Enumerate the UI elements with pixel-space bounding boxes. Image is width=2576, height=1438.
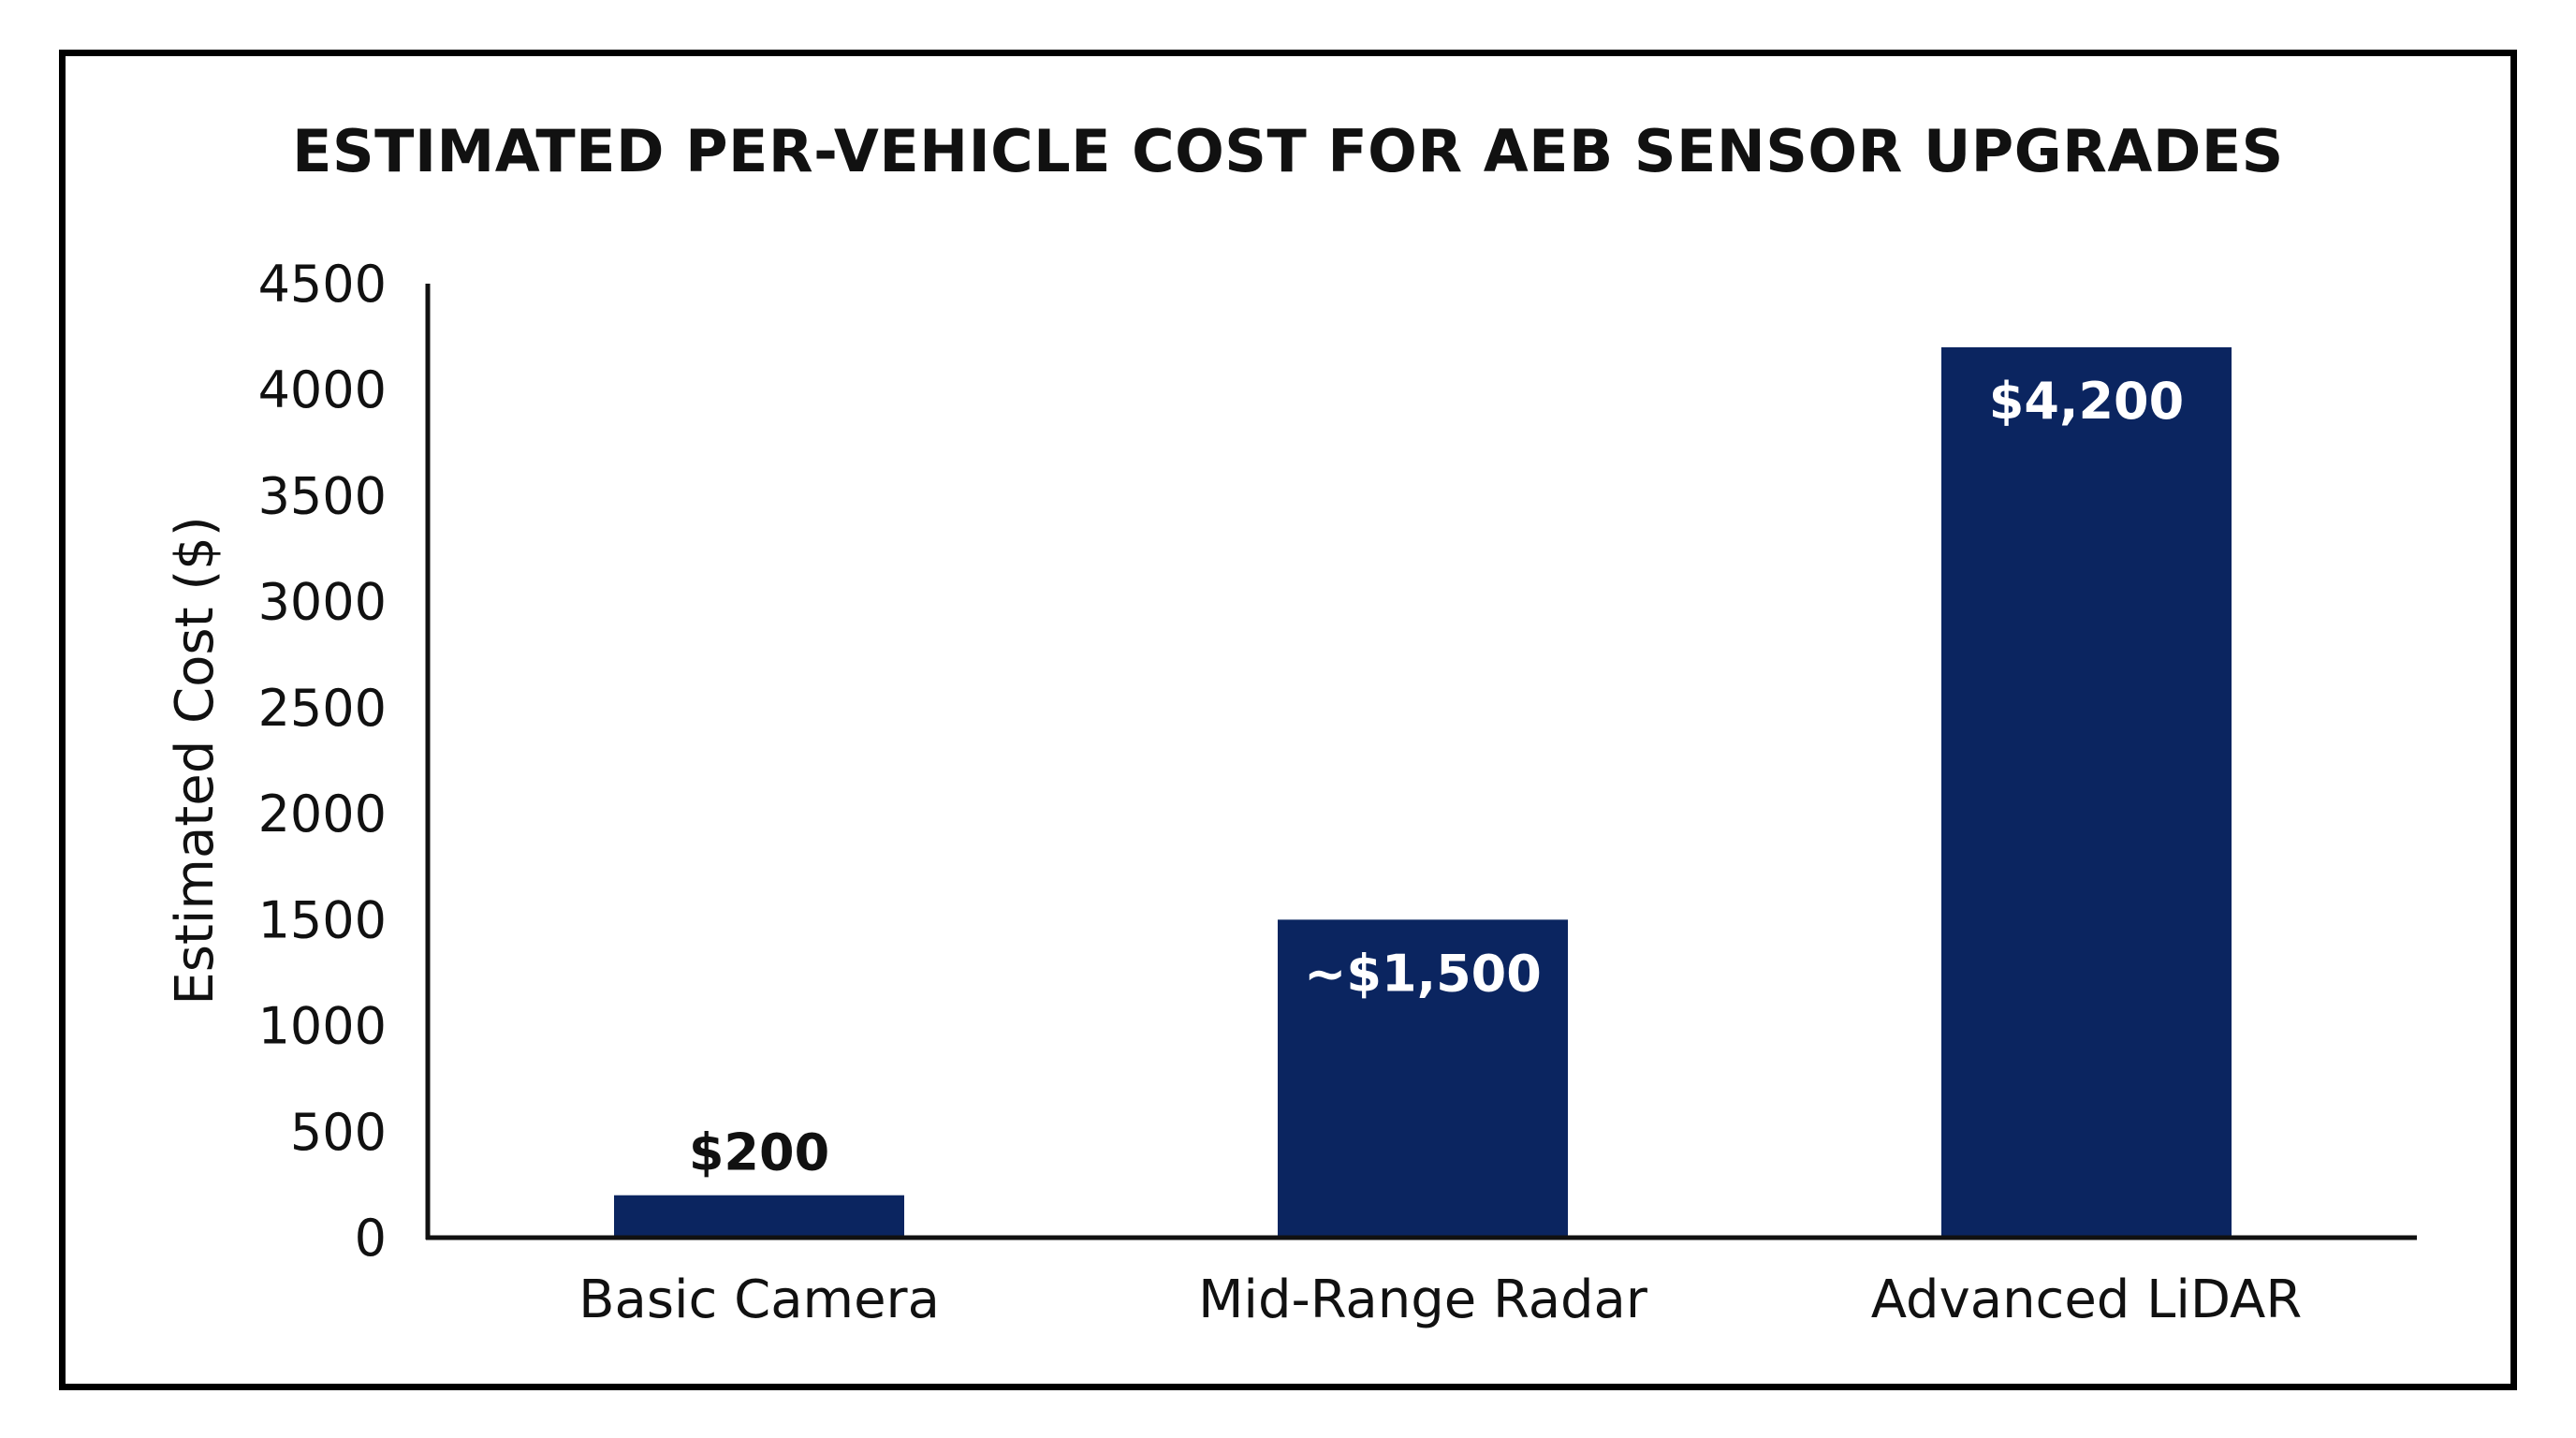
category-label: Basic Camera	[578, 1269, 940, 1330]
y-tick-label: 4000	[258, 360, 387, 419]
y-tick-label: 1000	[258, 997, 387, 1056]
category-label: Mid-Range Radar	[1198, 1269, 1648, 1330]
y-tick-label: 2000	[258, 785, 387, 844]
y-tick-label: 4500	[258, 255, 387, 314]
bar	[614, 1195, 904, 1238]
bar-value-label: ~$1,500	[1304, 944, 1542, 1003]
bar-value-label: $200	[689, 1123, 829, 1182]
bar-value-label: $4,200	[1989, 372, 2184, 431]
y-tick-label: 0	[355, 1209, 387, 1268]
y-tick-label: 3000	[258, 573, 387, 632]
category-labels: Basic Camera Mid-Range Radar Advanced LiDA…	[578, 1269, 2302, 1330]
y-tick-label: 1500	[258, 890, 387, 949]
data-labels: $200 ~$1,500 $4,200	[689, 372, 2184, 1182]
y-tick-label: 3500	[258, 466, 387, 525]
y-axis-ticks: 0 500 1000 1500 2000 2500 3000 3500 4000 4500	[258, 255, 387, 1268]
chart-title: ESTIMATED PER-VEHICLE COST FOR AEB SENSO…	[292, 117, 2284, 185]
y-axis-title: Estimated Cost ($)	[165, 516, 226, 1005]
bar-series	[614, 346, 2232, 1238]
bar	[1941, 346, 2232, 1238]
bar	[1278, 919, 1568, 1238]
y-tick-label: 2500	[258, 679, 387, 738]
y-tick-label: 500	[290, 1103, 387, 1162]
category-label: Advanced LiDAR	[1871, 1269, 2303, 1330]
